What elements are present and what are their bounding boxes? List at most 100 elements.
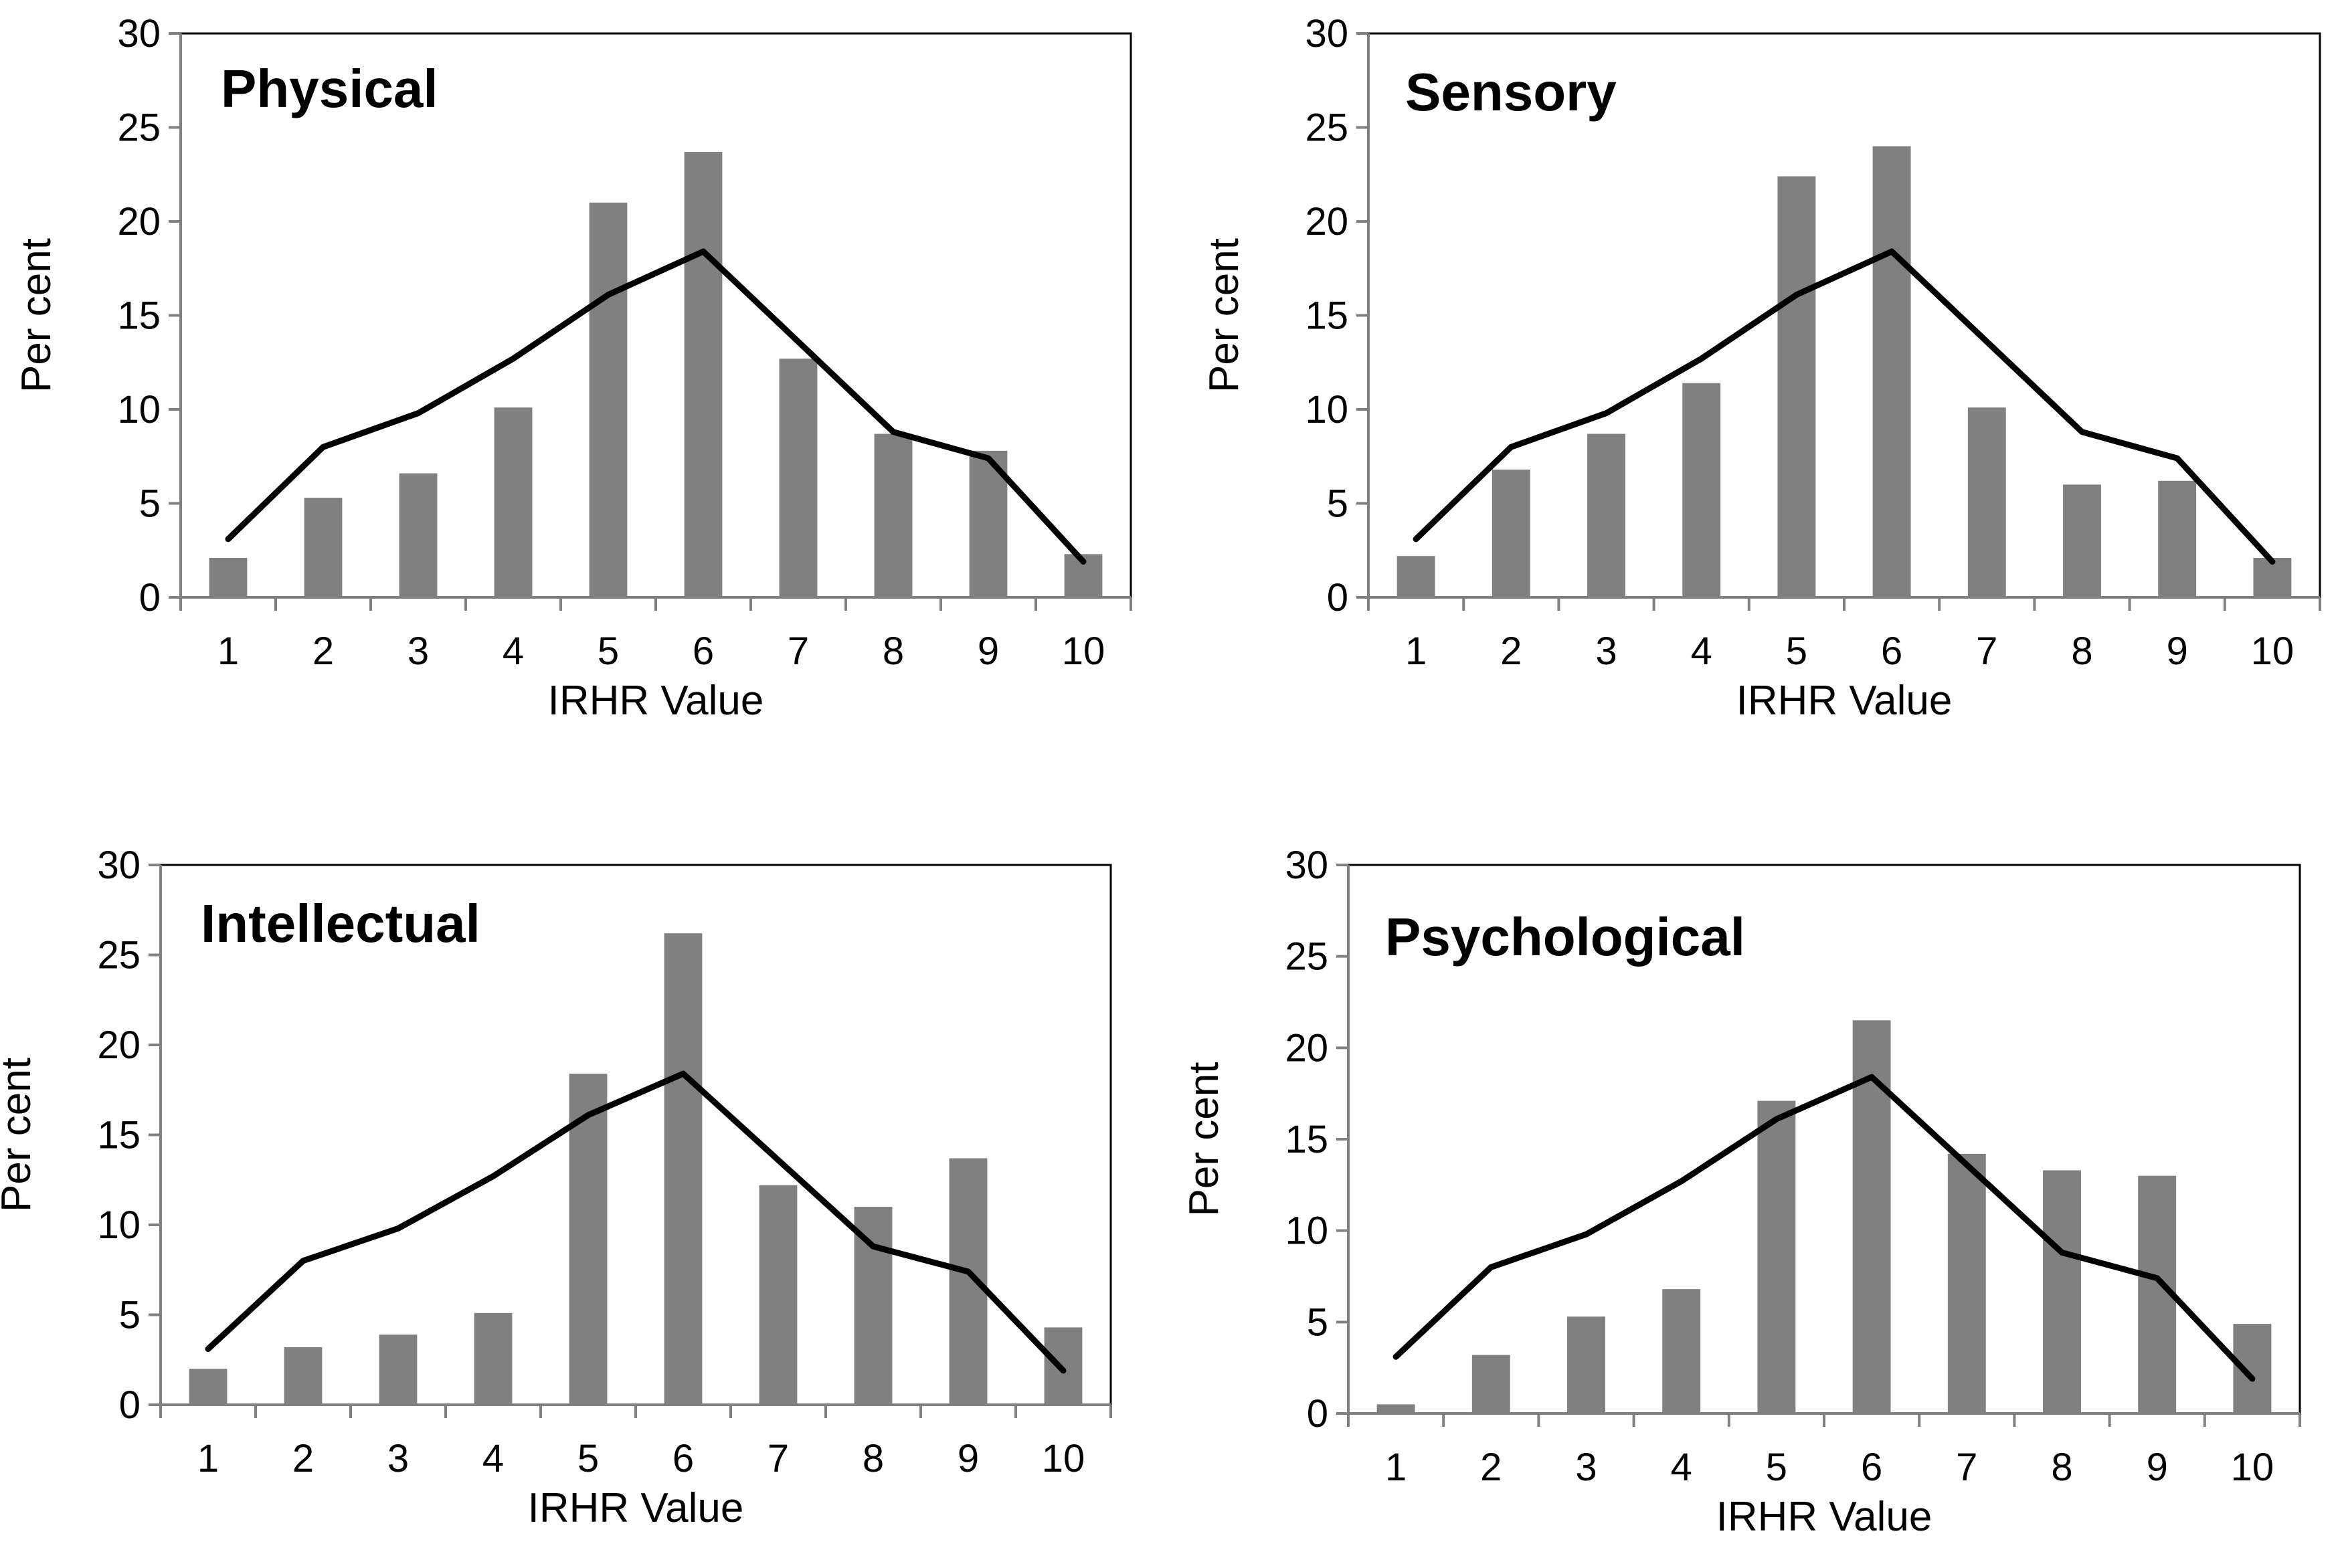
plot-frame bbox=[1368, 32, 2321, 597]
x-tick-label: 5 bbox=[1786, 629, 1807, 673]
y-tick-label: 25 bbox=[1305, 106, 1348, 150]
x-tick-label: 9 bbox=[978, 629, 999, 673]
x-tick-label: 8 bbox=[883, 629, 904, 673]
x-tick-label: 6 bbox=[1861, 1446, 1882, 1489]
y-tick-label: 30 bbox=[97, 844, 141, 887]
bar-5 bbox=[589, 202, 628, 597]
bar-8 bbox=[854, 1207, 893, 1405]
bar-1 bbox=[1397, 556, 1435, 597]
reference-line bbox=[1413, 248, 2276, 565]
x-tick-label: 9 bbox=[958, 1437, 979, 1480]
y-tick-label: 20 bbox=[1285, 1026, 1328, 1070]
x-tick-label: 8 bbox=[2071, 629, 2092, 673]
x-axis-title: IRHR Value bbox=[1736, 678, 1953, 724]
bar-6 bbox=[664, 933, 703, 1405]
y-tick-label: 20 bbox=[97, 1023, 141, 1067]
y-tick-label: 25 bbox=[1285, 935, 1328, 979]
y-tick-label: 5 bbox=[139, 482, 161, 526]
x-tick-label: 4 bbox=[482, 1437, 504, 1480]
bar-2 bbox=[304, 498, 343, 597]
bar-6 bbox=[684, 152, 723, 597]
bar-7 bbox=[1967, 407, 2006, 597]
x-tick-label: 7 bbox=[1976, 629, 1997, 673]
bar-3 bbox=[1587, 433, 1625, 597]
bar-2 bbox=[284, 1347, 323, 1405]
chart-panel-physical: 0 5 10 15 20 25 30 1 2 3 4 5 6 7 8 9 10 Physical IRHR Valu… bbox=[13, 12, 1132, 724]
bar-4 bbox=[1662, 1289, 1701, 1413]
bar-7 bbox=[1947, 1153, 1986, 1413]
x-tick-label: 1 bbox=[1385, 1446, 1407, 1489]
x-tick-label: 5 bbox=[598, 629, 619, 673]
bar-4 bbox=[474, 1312, 513, 1405]
reference-line bbox=[225, 248, 1087, 565]
bar-7 bbox=[779, 359, 818, 597]
bar-2 bbox=[1471, 1355, 1510, 1413]
x-tick-label: 4 bbox=[503, 629, 524, 673]
x-axis-title: IRHR Value bbox=[548, 678, 764, 724]
y-tick-label: 20 bbox=[1305, 200, 1348, 243]
y-tick-label: 10 bbox=[97, 1203, 141, 1247]
y-tick-label: 0 bbox=[1307, 1392, 1328, 1436]
x-tick-label: 10 bbox=[2251, 629, 2294, 673]
reference-line bbox=[1392, 1074, 2256, 1382]
bar-4 bbox=[1682, 383, 1721, 597]
y-tick-label: 15 bbox=[1285, 1118, 1328, 1161]
plot-frame bbox=[161, 864, 1112, 1405]
x-tick-label: 6 bbox=[672, 1437, 694, 1480]
bar-1 bbox=[1376, 1404, 1415, 1413]
bar-5 bbox=[569, 1074, 608, 1405]
y-tick-label: 30 bbox=[1285, 844, 1328, 887]
bar-5 bbox=[1777, 176, 1816, 597]
x-tick-label: 9 bbox=[2167, 629, 2188, 673]
x-tick-label: 3 bbox=[1595, 629, 1617, 673]
y-tick-label: 0 bbox=[1327, 576, 1348, 619]
plot-frame bbox=[181, 32, 1132, 597]
bar-8 bbox=[2043, 1170, 2081, 1413]
y-tick-label: 25 bbox=[97, 934, 141, 977]
x-tick-label: 9 bbox=[2147, 1446, 2168, 1489]
y-tick-label: 15 bbox=[97, 1114, 141, 1157]
y-tick-label: 5 bbox=[1327, 482, 1348, 526]
y-tick-label: 30 bbox=[117, 12, 161, 56]
y-tick-label: 5 bbox=[119, 1294, 141, 1337]
x-tick-label: 8 bbox=[2051, 1446, 2072, 1489]
plot-frame bbox=[1348, 864, 2301, 1413]
bar-8 bbox=[874, 433, 913, 597]
bar-1 bbox=[209, 557, 248, 597]
y-tick-label: 30 bbox=[1305, 12, 1348, 56]
x-tick-label: 1 bbox=[197, 1437, 219, 1480]
y-tick-label: 10 bbox=[1305, 388, 1348, 431]
y-tick-label: 5 bbox=[1307, 1300, 1328, 1344]
y-tick-label: 20 bbox=[117, 200, 161, 243]
x-tick-label: 10 bbox=[1062, 629, 1105, 673]
y-tick-label: 0 bbox=[119, 1383, 141, 1427]
x-tick-label: 5 bbox=[1766, 1446, 1787, 1489]
bar-6 bbox=[1872, 146, 1911, 598]
x-tick-label: 7 bbox=[768, 1437, 789, 1480]
x-tick-label: 4 bbox=[1671, 1446, 1692, 1489]
y-axis-title: Per cent bbox=[1201, 238, 1247, 393]
bar-8 bbox=[2063, 484, 2101, 597]
bar-2 bbox=[1492, 469, 1530, 597]
x-tick-label: 2 bbox=[312, 629, 334, 673]
x-tick-label: 2 bbox=[1500, 629, 1522, 673]
x-tick-label: 2 bbox=[1480, 1446, 1502, 1489]
x-tick-label: 8 bbox=[863, 1437, 884, 1480]
bar-3 bbox=[399, 473, 438, 597]
bar-4 bbox=[494, 407, 533, 597]
bar-3 bbox=[1567, 1316, 1605, 1413]
x-tick-label: 5 bbox=[577, 1437, 599, 1480]
panel-title: Intellectual bbox=[201, 894, 480, 953]
bar-10 bbox=[1044, 1327, 1083, 1405]
panel-title: Physical bbox=[221, 59, 438, 118]
y-tick-label: 0 bbox=[139, 576, 161, 619]
bar-1 bbox=[189, 1369, 228, 1405]
reference-line bbox=[205, 1070, 1067, 1374]
x-tick-label: 2 bbox=[292, 1437, 314, 1480]
x-tick-label: 4 bbox=[1691, 629, 1712, 673]
y-axis-title: Per cent bbox=[13, 238, 60, 393]
x-axis-title: IRHR Value bbox=[1716, 1494, 1932, 1540]
y-axis-title: Per cent bbox=[1181, 1062, 1227, 1217]
bar-9 bbox=[2158, 480, 2197, 597]
